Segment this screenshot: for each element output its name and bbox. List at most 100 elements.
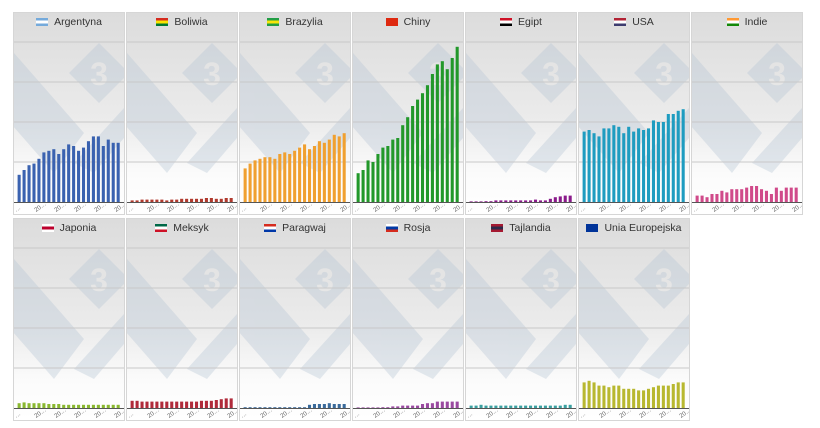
bar (268, 157, 272, 202)
bar (288, 154, 292, 202)
bar (303, 144, 307, 202)
chart-svg: 3 … 20… 20… 20… 20… 20… (14, 41, 124, 214)
bar (642, 390, 646, 408)
bar (469, 405, 473, 408)
bar (214, 400, 218, 408)
panel-title: Paragwaj (240, 222, 350, 234)
bar (96, 404, 100, 408)
bar (101, 404, 105, 408)
watermark-logo: 3 (579, 249, 689, 379)
bar (391, 406, 395, 408)
bar (204, 198, 208, 202)
bar (386, 407, 390, 408)
bar (77, 404, 81, 408)
watermark-text: 3 (316, 262, 334, 298)
bar (779, 190, 783, 202)
bar (155, 199, 159, 202)
bar (303, 407, 307, 408)
bar (661, 122, 665, 202)
watermark-shape (579, 259, 649, 379)
bar (263, 157, 267, 202)
x-tick-label: 20… (147, 201, 161, 213)
bar (597, 385, 601, 408)
bar (430, 74, 434, 202)
x-tick-label: 20… (506, 201, 520, 213)
watermark-shape (521, 43, 576, 103)
bar (651, 387, 656, 408)
watermark-shape (747, 43, 802, 103)
bar (406, 117, 410, 202)
bar (366, 407, 370, 408)
bar (543, 405, 547, 408)
x-tick-label: 20… (486, 407, 500, 419)
bar (366, 160, 370, 202)
x-tick-label: 20… (659, 407, 673, 419)
bar (342, 404, 346, 408)
bar (185, 198, 189, 202)
bar (612, 385, 616, 408)
bar (411, 106, 415, 202)
bar (307, 404, 312, 408)
bar (730, 189, 734, 202)
bar (700, 195, 704, 202)
bar (519, 200, 523, 202)
flag-icon (264, 224, 277, 232)
x-tick-label: 20… (619, 201, 633, 213)
bar (563, 404, 567, 408)
watermark-text: 3 (90, 262, 108, 298)
bar (469, 201, 473, 202)
x-tick-label: … (579, 411, 587, 419)
bar (180, 401, 184, 408)
bar (514, 405, 518, 408)
bar (435, 401, 439, 408)
watermark-text: 3 (316, 56, 334, 92)
watermark-text: 3 (90, 56, 108, 92)
bar (204, 400, 208, 408)
bar (474, 405, 478, 408)
watermark-shape (752, 108, 802, 173)
x-tick-label: 20… (413, 201, 427, 213)
bar (425, 85, 430, 202)
bar (695, 195, 699, 202)
bar (656, 122, 660, 202)
x-tick-label: 20… (373, 407, 387, 419)
bar (135, 400, 139, 408)
panel-title: Chiny (353, 16, 463, 28)
watermark-text: 3 (203, 56, 221, 92)
x-tick-label: 20… (679, 201, 689, 213)
bar (607, 387, 611, 408)
bar (489, 201, 493, 202)
bar (190, 198, 194, 202)
panel-title-text: Japonia (59, 222, 97, 234)
x-tick-label: 20… (546, 201, 560, 213)
bar (268, 407, 272, 408)
bar (81, 147, 86, 202)
x-tick-label: 20… (619, 407, 633, 419)
bar (86, 404, 91, 408)
bar (592, 133, 596, 202)
bar (455, 401, 459, 408)
watermark-shape (300, 314, 350, 379)
bar (789, 187, 793, 202)
x-tick-label: 20… (566, 407, 576, 419)
watermark-shape (353, 53, 423, 173)
x-tick-label: 20… (280, 407, 294, 419)
x-tick-label: 20… (74, 201, 88, 213)
bar (391, 139, 395, 202)
bar (612, 125, 616, 202)
bar (661, 385, 665, 408)
panel-title: Argentyna (14, 16, 124, 28)
bar (602, 128, 606, 202)
panel-title-text: Boliwia (174, 16, 208, 28)
x-tick-label: 20… (147, 407, 161, 419)
x-tick-label: 20… (433, 201, 447, 213)
bar (376, 407, 380, 408)
bar (258, 407, 262, 408)
bar (759, 189, 764, 202)
bar (533, 405, 538, 408)
bar (637, 128, 641, 202)
bar (592, 382, 596, 408)
bar (165, 200, 169, 202)
chart-svg: 3 … 20… 20… 20… 20… 20… (579, 41, 689, 214)
panel-title: USA (579, 16, 689, 28)
